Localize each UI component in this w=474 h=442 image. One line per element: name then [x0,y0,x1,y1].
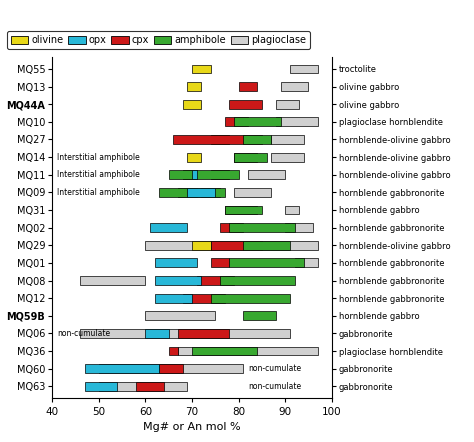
Text: Interstitial amphibole: Interstitial amphibole [57,170,139,179]
Bar [182,100,201,109]
Bar [85,364,159,373]
Bar [178,329,229,338]
Bar [182,294,225,303]
Bar [146,329,169,338]
Bar [192,241,210,250]
Bar [210,135,229,144]
Bar [146,312,215,320]
Bar [187,82,201,91]
Bar [243,312,276,320]
Bar [169,170,238,179]
Bar [238,82,257,91]
Bar [285,223,313,232]
Bar [155,276,201,285]
Bar [243,241,290,250]
Bar [234,188,271,197]
Bar [178,188,197,197]
X-axis label: Mg# or An mol %: Mg# or An mol % [143,423,241,432]
Bar [146,241,318,250]
Text: non-cumulate: non-cumulate [248,364,301,373]
Bar [225,118,248,126]
Bar [192,65,210,73]
Bar [234,152,257,161]
Bar [155,294,192,303]
Bar [248,170,285,179]
Bar [201,188,220,197]
Bar [182,170,197,179]
Bar [159,364,182,373]
Text: Interstitial amphibole: Interstitial amphibole [57,188,139,197]
Bar [210,170,229,179]
Bar [271,152,304,161]
Bar [187,188,215,197]
Bar [220,223,243,232]
Bar [178,347,318,355]
Bar [225,206,262,214]
Bar [85,382,118,391]
Bar [225,206,257,214]
Bar [210,241,262,250]
Bar [229,259,304,267]
Bar [290,65,318,73]
Bar [229,223,294,232]
Bar [192,347,257,355]
Bar [234,118,281,126]
Bar [150,223,187,232]
Bar [220,276,294,285]
Bar [243,135,271,144]
Bar [229,100,262,109]
Bar [169,347,178,355]
Bar [155,259,197,267]
Bar [99,382,187,391]
Bar [80,276,146,285]
Text: non-cumulate: non-cumulate [248,382,301,391]
Legend: olivine, opx, cpx, amphibole, plagioclase: olivine, opx, cpx, amphibole, plagioclas… [7,31,310,49]
Bar [136,382,164,391]
Text: non-cumulate: non-cumulate [57,329,110,338]
Bar [285,206,299,214]
Bar [210,259,229,267]
Bar [159,188,225,197]
Bar [276,118,318,126]
Bar [80,329,290,338]
Text: Interstitial amphibole: Interstitial amphibole [57,152,139,162]
Bar [192,170,197,179]
Bar [281,82,309,91]
Bar [173,135,262,144]
Bar [276,100,299,109]
Bar [271,135,304,144]
Bar [187,152,201,161]
Bar [99,364,243,373]
Bar [197,276,234,285]
Bar [294,259,318,267]
Bar [234,152,266,161]
Bar [210,294,290,303]
